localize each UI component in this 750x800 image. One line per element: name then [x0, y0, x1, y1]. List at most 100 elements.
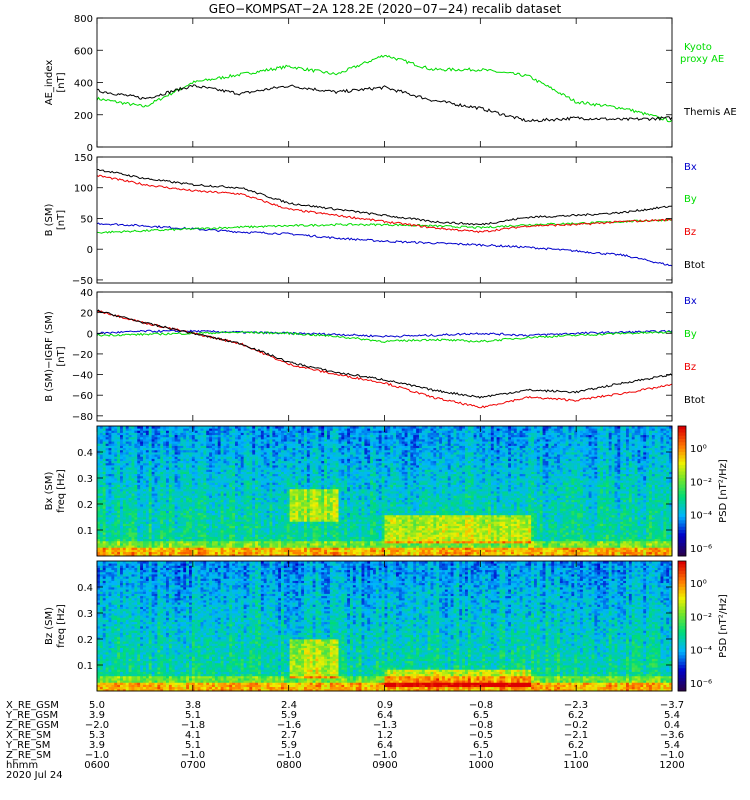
heatmap-cell: [235, 486, 239, 490]
heatmap-cell: [143, 462, 147, 466]
heatmap-cell: [114, 426, 118, 429]
heatmap-cell: [200, 530, 204, 533]
heatmap-cell: [194, 525, 199, 529]
heatmap-cell: [163, 486, 167, 490]
heatmap-cell: [220, 525, 224, 529]
heatmap-cell: [137, 497, 141, 501]
heatmap-cell: [194, 495, 199, 498]
heatmap-cell: [217, 495, 222, 498]
heatmap-cell: [125, 549, 130, 553]
heatmap-cell: [145, 512, 150, 516]
heatmap-cell: [189, 449, 193, 453]
heatmap-cell: [117, 534, 121, 537]
heatmap-cell: [151, 491, 155, 494]
heatmap-cell: [217, 545, 222, 548]
heatmap-cell: [137, 486, 141, 490]
heatmap-cell: [217, 551, 222, 555]
heatmap-cell: [114, 471, 118, 475]
heatmap-cell: [174, 532, 178, 535]
heatmap-cell: [252, 493, 256, 496]
heatmap-cell: [237, 449, 242, 453]
heatmap-cell: [197, 495, 201, 498]
heatmap-cell: [125, 482, 130, 485]
heatmap-cell: [229, 499, 233, 503]
heatmap-cell: [151, 426, 155, 429]
heatmap-cell: [209, 445, 213, 449]
heatmap-cell: [157, 497, 161, 501]
heatmap-cell: [177, 504, 181, 507]
heatmap-cell: [157, 549, 161, 553]
heatmap-cell: [111, 449, 115, 453]
heatmap-cell: [157, 436, 161, 440]
heatmap-cell: [125, 471, 130, 475]
heatmap-cell: [235, 439, 239, 442]
heatmap-cell: [194, 428, 199, 431]
heatmap-cell: [249, 447, 253, 451]
heatmap-cell: [151, 443, 155, 446]
heatmap-cell: [255, 475, 259, 479]
heatmap-cell: [226, 525, 230, 529]
heatmap-cell: [203, 512, 207, 516]
heatmap-cell: [131, 530, 135, 533]
heatmap-cell: [186, 523, 190, 527]
heatmap-cell: [209, 439, 213, 442]
heatmap-cell: [186, 540, 190, 544]
heatmap-cell: [122, 517, 127, 520]
heatmap-cell: [171, 491, 176, 494]
heatmap-cell: [206, 484, 210, 488]
heatmap-cell: [243, 510, 247, 514]
heatmap-cell: [105, 445, 109, 449]
heatmap-cell: [134, 497, 138, 501]
heatmap-cell: [148, 454, 153, 457]
heatmap-cell: [108, 495, 112, 498]
heatmap-cell: [105, 454, 109, 457]
heatmap-cell: [137, 443, 141, 446]
heatmap-cell: [168, 553, 173, 557]
heatmap-cell: [174, 543, 178, 546]
heatmap-cell: [177, 495, 181, 498]
heatmap-cell: [194, 447, 199, 451]
heatmap-cell: [189, 501, 193, 505]
heatmap-cell: [154, 480, 158, 483]
heatmap-cell: [134, 478, 138, 481]
heatmap-cell: [189, 553, 193, 557]
heatmap-cell: [102, 540, 107, 544]
heatmap-cell: [171, 473, 176, 477]
heatmap-cell: [180, 449, 184, 453]
heatmap-cell: [203, 478, 207, 481]
heatmap-cell: [174, 475, 178, 479]
heatmap-cell: [134, 469, 138, 472]
heatmap-cell: [174, 445, 178, 449]
heatmap-cell: [246, 449, 250, 453]
heatmap-cell: [252, 452, 256, 455]
heatmap-cell: [105, 449, 109, 453]
heatmap-cell: [226, 506, 230, 509]
heatmap-cell: [125, 510, 130, 514]
heatmap-cell: [154, 536, 158, 540]
heatmap-cell: [114, 467, 118, 470]
heatmap-cell: [252, 471, 256, 475]
heatmap-cell: [255, 482, 259, 485]
heatmap-cell: [189, 534, 193, 537]
heatmap-cell: [229, 428, 233, 431]
heatmap-cell: [203, 519, 207, 522]
heatmap-cell: [246, 508, 250, 511]
heatmap-cell: [128, 519, 132, 522]
heatmap-cell: [191, 456, 196, 459]
heatmap-cell: [235, 454, 239, 457]
heatmap-cell: [137, 532, 141, 535]
heatmap-cell: [97, 458, 101, 462]
heatmap-cell: [180, 499, 184, 503]
y-tick-label: 600: [74, 46, 93, 57]
heatmap-cell: [189, 469, 193, 472]
heatmap-cell: [145, 434, 150, 438]
heatmap-cell: [177, 458, 181, 462]
heatmap-cell: [246, 538, 250, 542]
heatmap-cell: [194, 499, 199, 503]
heatmap-cell: [148, 540, 153, 544]
heatmap-cell: [183, 532, 187, 535]
heatmap-cell: [105, 525, 109, 529]
heatmap-cell: [140, 527, 144, 531]
heatmap-cell: [157, 434, 161, 438]
